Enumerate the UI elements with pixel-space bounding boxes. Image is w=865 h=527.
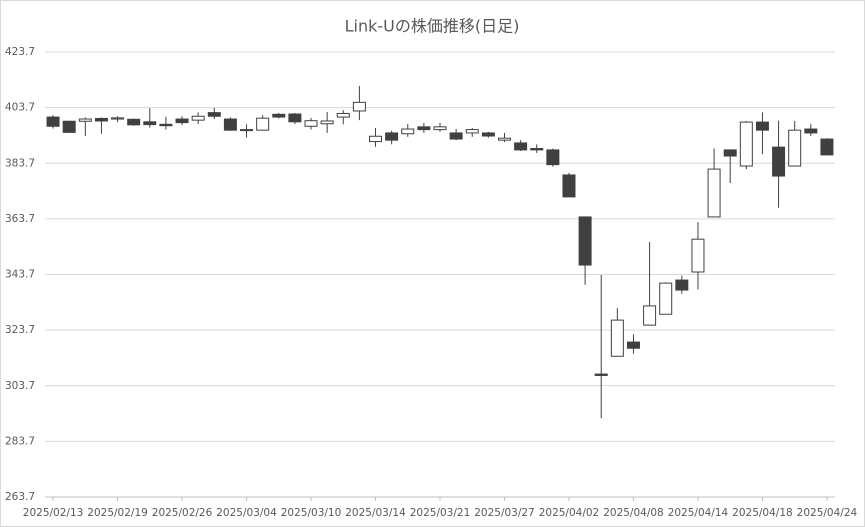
chart-title: Link-Uの株価推移(日足): [345, 17, 520, 36]
candle-body: [272, 113, 286, 118]
y-tick-label: 423.7: [5, 46, 35, 58]
candle-body: [240, 129, 254, 132]
candle-body: [578, 216, 592, 266]
candle-body: [707, 168, 721, 218]
candle-body: [191, 115, 205, 121]
candle-body: [739, 121, 753, 167]
candle-body: [320, 120, 334, 125]
x-tick-label: 2025/04/08: [603, 507, 664, 519]
x-tick-label: 2025/04/02: [539, 507, 600, 519]
candle-body: [223, 118, 237, 131]
x-tick-label: 2025/02/26: [152, 507, 213, 519]
candle-body: [530, 148, 544, 151]
candle-body: [626, 341, 640, 349]
candle-body: [288, 113, 302, 123]
candle-body: [111, 117, 125, 120]
candle-body: [562, 174, 576, 198]
x-tick-label: 2025/04/24: [797, 507, 858, 519]
candle-body: [385, 132, 399, 141]
y-tick-label: 303.7: [5, 380, 35, 392]
x-tick-label: 2025/02/13: [23, 507, 84, 519]
x-tick-label: 2025/04/18: [732, 507, 793, 519]
candle-body: [820, 138, 834, 156]
candle-body: [659, 282, 673, 315]
candle-body: [723, 149, 737, 157]
candle-body: [497, 137, 511, 141]
candle-body: [691, 238, 705, 273]
y-tick-label: 403.7: [5, 102, 35, 114]
y-tick-label: 283.7: [5, 435, 35, 447]
candle-body: [46, 116, 60, 127]
candle-body: [804, 128, 818, 134]
candle-body: [62, 120, 76, 133]
candle-body: [417, 126, 431, 131]
candle-body: [352, 101, 366, 112]
x-tick-label: 2025/03/10: [281, 507, 342, 519]
y-tick-label: 363.7: [5, 213, 35, 225]
candle-body: [594, 373, 608, 376]
candle-body: [159, 123, 173, 127]
candle-body: [465, 129, 479, 134]
candle-body: [127, 118, 141, 126]
candle-body: [336, 112, 350, 118]
candle-body: [256, 117, 270, 131]
candle-body: [207, 112, 221, 117]
candle-body: [481, 132, 495, 137]
candle-body: [610, 319, 624, 357]
x-tick-label: 2025/03/21: [410, 507, 471, 519]
candle-body: [433, 126, 447, 131]
candle-body: [449, 132, 463, 140]
x-tick-label: 2025/03/14: [345, 507, 406, 519]
candle-body: [788, 129, 802, 167]
x-tick-label: 2025/03/27: [474, 507, 535, 519]
y-tick-label: 323.7: [5, 324, 35, 336]
y-tick-label: 263.7: [5, 491, 35, 503]
candle-body: [772, 146, 786, 177]
candle-body: [175, 118, 189, 124]
candle-body: [304, 120, 318, 127]
candle-body: [369, 135, 383, 143]
x-tick-label: 2025/04/14: [668, 507, 729, 519]
candle-body: [755, 121, 769, 131]
candle-body: [514, 142, 528, 151]
y-tick-label: 383.7: [5, 157, 35, 169]
candle-body: [675, 279, 689, 291]
candle-body: [143, 121, 157, 126]
candle-body: [78, 118, 92, 122]
x-tick-label: 2025/03/04: [216, 507, 277, 519]
y-tick-label: 343.7: [5, 269, 35, 281]
x-tick-label: 2025/02/19: [87, 507, 148, 519]
candle-body: [94, 117, 108, 122]
candle-body: [643, 305, 657, 326]
candle-body: [546, 149, 560, 166]
candle-body: [401, 128, 415, 135]
